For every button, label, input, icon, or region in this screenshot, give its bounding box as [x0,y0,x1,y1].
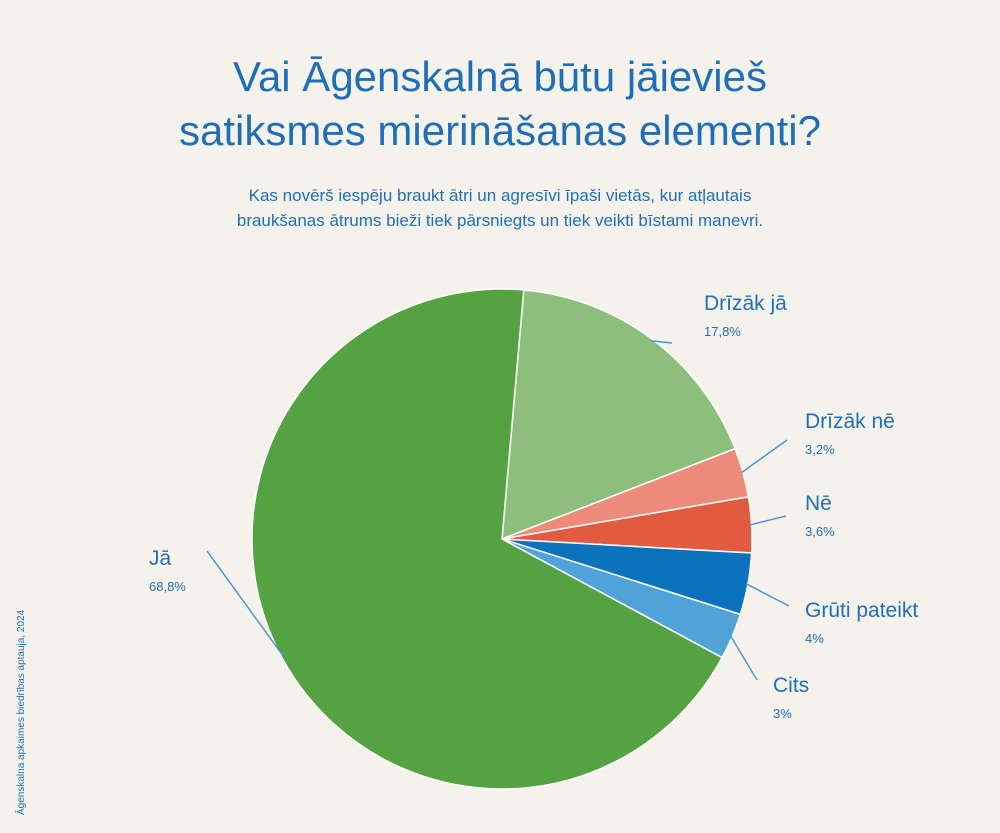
slice-value-2: 3,2% [805,442,835,457]
slice-label-3: Nē [805,492,832,515]
slice-value-5: 3% [773,706,792,721]
leader-line-5 [729,635,758,681]
slice-label-5: Cits [773,674,809,697]
slice-value-4: 4% [805,631,824,646]
slice-value-1: 17,8% [704,324,741,339]
leader-line-6 [206,550,285,658]
chart-title-line-2: satiksmes mierināšanas elementi? [179,107,821,154]
leader-line-1 [650,339,673,344]
slice-label-4: Grūti pateikt [805,599,918,622]
pie-slice-6 [251,288,724,790]
slice-value-3: 3,6% [805,524,835,539]
slice-value-6: 68,8% [149,579,186,594]
chart-subtitle-line-1: Kas novērš iespēju braukt ātri un agresī… [248,186,752,205]
chart-title: Vai Āgenskalnā būtu jāievieš satiksmes m… [0,50,1000,158]
slice-label-2: Drīzāk nē [805,410,895,433]
leader-line-4 [745,583,790,607]
pie-slice-1 [501,289,737,541]
chart-title-line-1: Vai Āgenskalnā būtu jāievieš [233,53,767,100]
chart-subtitle: Kas novērš iespēju braukt ātri un agresī… [0,183,1000,233]
slice-label-6: Jā [149,547,172,570]
leader-line-2 [740,439,788,474]
chart-subtitle-line-2: braukšanas ātrums bieži tiek pārsniegts … [236,211,764,230]
slice-label-1: Drīzāk jā [704,292,787,315]
leader-line-3 [749,515,787,526]
